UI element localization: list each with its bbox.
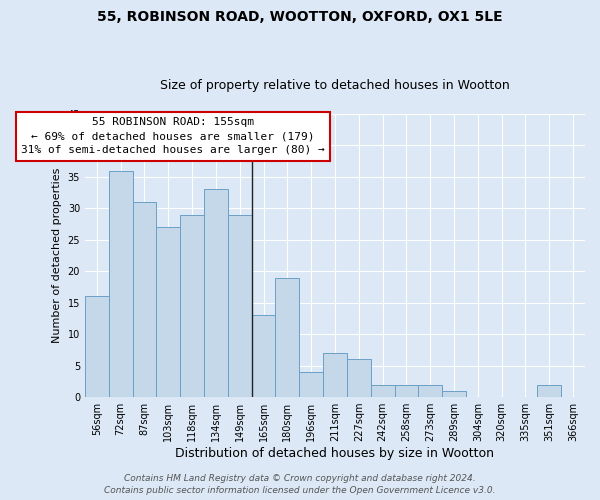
Bar [251,316,275,397]
Y-axis label: Number of detached properties: Number of detached properties [52,168,62,343]
Bar [371,384,395,397]
Bar [275,278,299,397]
Text: 55 ROBINSON ROAD: 155sqm
← 69% of detached houses are smaller (179)
31% of semi-: 55 ROBINSON ROAD: 155sqm ← 69% of detach… [21,117,325,155]
Bar [418,384,442,397]
Bar [133,202,157,397]
Text: Contains HM Land Registry data © Crown copyright and database right 2024.
Contai: Contains HM Land Registry data © Crown c… [104,474,496,495]
Bar [442,391,466,397]
X-axis label: Distribution of detached houses by size in Wootton: Distribution of detached houses by size … [175,447,494,460]
Bar [228,214,251,397]
Bar [157,227,180,397]
Bar [85,296,109,397]
Bar [347,360,371,397]
Bar [395,384,418,397]
Bar [204,190,228,397]
Text: 55, ROBINSON ROAD, WOOTTON, OXFORD, OX1 5LE: 55, ROBINSON ROAD, WOOTTON, OXFORD, OX1 … [97,10,503,24]
Bar [109,170,133,397]
Bar [180,214,204,397]
Bar [323,353,347,397]
Title: Size of property relative to detached houses in Wootton: Size of property relative to detached ho… [160,79,510,92]
Bar [538,384,561,397]
Bar [299,372,323,397]
